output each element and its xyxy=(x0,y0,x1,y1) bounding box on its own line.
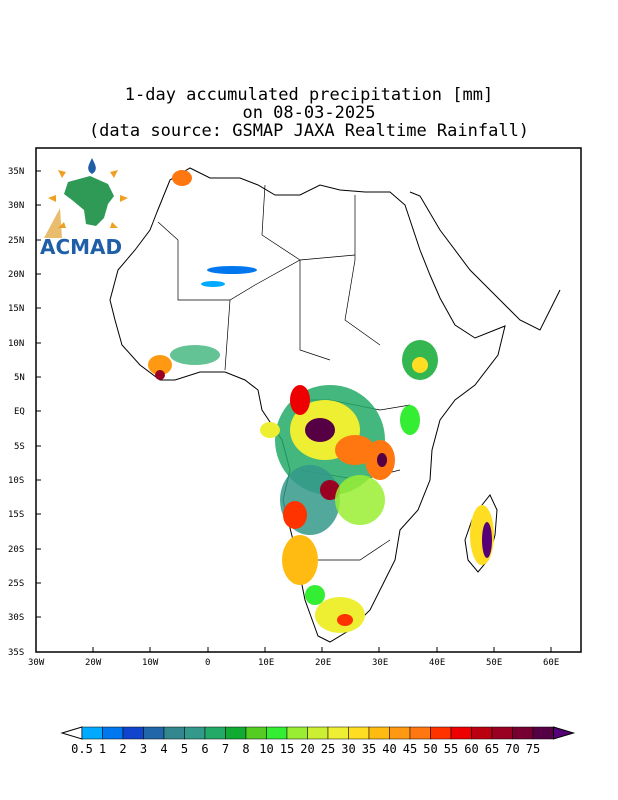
y-tick-label: 5S xyxy=(14,442,25,452)
map-title-line-2: on 08-03-2025 xyxy=(242,103,376,123)
y-tick-label: 15S xyxy=(8,510,24,520)
colorbar-label: 8 xyxy=(242,742,249,756)
x-axis-ticks: 30W 20W 10W 0 10E 20E 30E 40E 50E 60E xyxy=(28,658,559,668)
acmad-logo: ACMAD xyxy=(40,158,128,259)
acmad-logo-text: ACMAD xyxy=(40,235,122,259)
y-tick-label: 10S xyxy=(8,476,24,486)
colorbar: 0.5 1 2 3 4 5 6 7 8 10 15 20 25 30 35 40 45 50 55 60 65 70 75 xyxy=(60,726,576,756)
colorbar-swatch xyxy=(430,726,452,740)
x-tick-label: 20W xyxy=(85,658,102,668)
colorbar-label: 70 xyxy=(505,742,519,756)
colorbar-swatch xyxy=(368,726,390,740)
colorbar-label: 6 xyxy=(201,742,208,756)
colorbar-label: 10 xyxy=(259,742,273,756)
colorbar-swatch xyxy=(471,726,493,740)
colorbar-swatch xyxy=(102,726,124,740)
y-axis-ticks: 35N 30N 25N 20N 15N 10N 5N EQ 5S 10S 15S… xyxy=(8,167,25,658)
colorbar-label: 20 xyxy=(300,742,314,756)
colorbar-label: 4 xyxy=(160,742,167,756)
colorbar-label: 1 xyxy=(99,742,106,756)
y-tick-label: 35N xyxy=(8,167,24,177)
colorbar-label: 2 xyxy=(119,742,126,756)
x-tick-marks xyxy=(92,647,552,652)
colorbar-swatch xyxy=(163,726,185,740)
colorbar-label: 40 xyxy=(382,742,396,756)
colorbar-swatch xyxy=(450,726,472,740)
colorbar-label: 5 xyxy=(181,742,188,756)
africa-logo-icon xyxy=(44,158,128,238)
colorbar-swatch xyxy=(307,726,329,740)
colorbar-swatch xyxy=(245,726,267,740)
colorbar-swatch xyxy=(286,726,308,740)
x-tick-label: 0 xyxy=(205,658,210,668)
x-tick-label: 10W xyxy=(142,658,159,668)
y-tick-label: 15N xyxy=(8,304,24,314)
map-title-line-1: 1-day accumulated precipitation [mm] xyxy=(124,85,494,105)
colorbar-swatch xyxy=(409,726,431,740)
colorbar-label: 65 xyxy=(485,742,499,756)
x-tick-label: 30W xyxy=(28,658,45,668)
colorbar-label: 3 xyxy=(140,742,147,756)
map-title-line-3: (data source: GSMAP JAXA Realtime Rainfa… xyxy=(88,121,530,141)
y-tick-label: 20N xyxy=(8,270,24,280)
x-tick-label: 30E xyxy=(372,658,388,668)
x-tick-label: 40E xyxy=(429,658,445,668)
colorbar-swatch xyxy=(266,726,288,740)
colorbar-swatch xyxy=(184,726,206,740)
x-tick-label: 10E xyxy=(258,658,274,668)
colorbar-swatch xyxy=(491,726,513,740)
x-tick-label: 20E xyxy=(315,658,331,668)
colorbar-swatch xyxy=(225,726,247,740)
y-tick-label: EQ xyxy=(14,407,25,417)
colorbar-swatch xyxy=(81,726,103,740)
y-tick-label: 30S xyxy=(8,613,24,623)
colorbar-swatch xyxy=(389,726,411,740)
y-tick-label: 25N xyxy=(8,236,24,246)
colorbar-label: 25 xyxy=(321,742,335,756)
colorbar-swatch xyxy=(204,726,226,740)
colorbar-swatch xyxy=(327,726,349,740)
y-tick-label: 25S xyxy=(8,579,24,589)
colorbar-swatch xyxy=(512,726,534,740)
colorbar-label: 60 xyxy=(464,742,478,756)
colorbar-label: 75 xyxy=(526,742,540,756)
colorbar-label: 7 xyxy=(222,742,229,756)
y-tick-label: 10N xyxy=(8,339,24,349)
colorbar-label: 15 xyxy=(280,742,294,756)
x-tick-label: 50E xyxy=(486,658,502,668)
colorbar-over-arrow xyxy=(553,726,576,740)
precipitation-field xyxy=(148,170,494,633)
y-tick-label: 5N xyxy=(14,373,25,383)
colorbar-label: 35 xyxy=(362,742,376,756)
colorbar-swatch xyxy=(348,726,370,740)
colorbar-label: 0.5 xyxy=(71,742,93,756)
x-tick-label: 60E xyxy=(543,658,559,668)
colorbar-swatch xyxy=(143,726,165,740)
colorbar-swatch xyxy=(532,726,554,740)
colorbar-label: 50 xyxy=(423,742,437,756)
arabia-outline xyxy=(409,191,561,331)
colorbar-label: 55 xyxy=(444,742,458,756)
colorbar-label: 30 xyxy=(341,742,355,756)
y-tick-label: 20S xyxy=(8,545,24,555)
y-tick-label: 35S xyxy=(8,648,24,658)
africa-coastline xyxy=(109,167,506,643)
y-tick-label: 30N xyxy=(8,201,24,211)
colorbar-swatch xyxy=(122,726,144,740)
y-tick-marks xyxy=(36,170,41,618)
colorbar-label: 45 xyxy=(403,742,417,756)
colorbar-under-arrow xyxy=(60,726,83,740)
